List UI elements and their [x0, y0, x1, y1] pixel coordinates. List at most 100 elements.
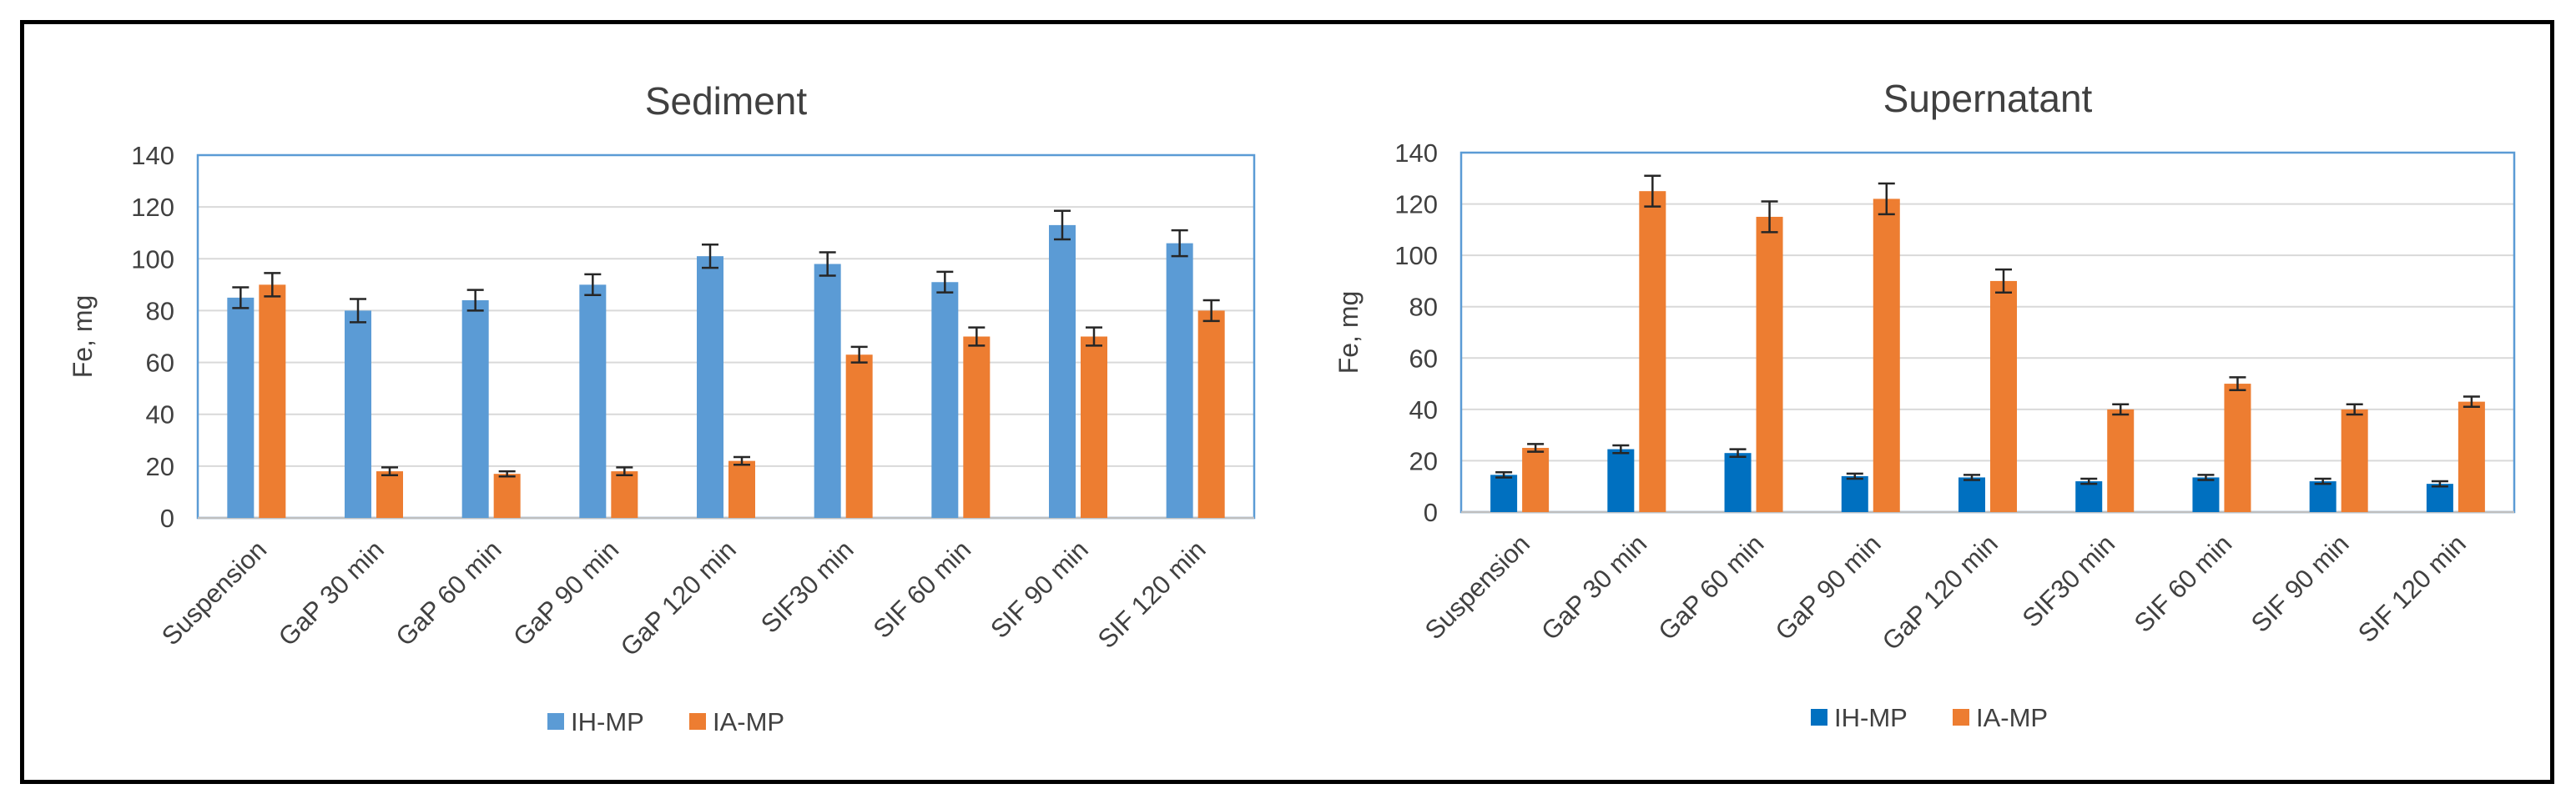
- error-bar-ih-mp-sif-90-min: [1054, 209, 1071, 241]
- x-tick-label: SIF 120 min: [1092, 535, 1212, 654]
- error-bar-ih-mp-gap-90-min: [1846, 472, 1863, 480]
- y-tick-label: 60: [1409, 344, 1438, 373]
- error-bar-ia-mp-gap-30-min: [381, 466, 398, 476]
- error-bar-ia-mp-sif-90-min: [1086, 326, 1102, 347]
- sediment-chart: Sediment 0 20 40 60 80 100 120 140 Fe, mg Suspensi…: [68, 79, 1256, 736]
- bar-ih-mp-suspension: [227, 297, 255, 518]
- bar-ia-mp-gap-120-min: [728, 460, 755, 518]
- x-tick-label: SIF 60 min: [868, 535, 977, 644]
- legend-swatch-ia-mp: [1953, 709, 1969, 726]
- error-bar-ih-mp-gap-120-min: [1964, 474, 1980, 481]
- error-bar-ih-mp-sif-90-min: [2314, 477, 2332, 485]
- bar-ih-mp-sif30-min: [814, 264, 841, 518]
- x-tick-label: GaP 120 min: [615, 535, 742, 661]
- x-tick-label: GaP 90 min: [507, 535, 624, 651]
- bar-ih-mp-gap-120-min: [1958, 477, 1985, 512]
- error-bar-ia-mp-gap-60-min: [498, 470, 516, 478]
- error-bar-ia-mp-gap-30-min: [1644, 174, 1661, 208]
- bar-ia-mp-sif-60-min: [2224, 384, 2251, 512]
- bar-ih-mp-suspension: [1490, 475, 1518, 512]
- error-bar-ia-mp-gap-90-min: [1878, 182, 1895, 216]
- y-tick-label: 80: [1409, 293, 1438, 322]
- bar-ia-mp-suspension: [259, 284, 286, 518]
- y-tick-label: 120: [1394, 190, 1438, 219]
- bar-ia-mp-gap-60-min: [1756, 216, 1783, 512]
- bar-ia-mp-sif-90-min: [2341, 409, 2368, 512]
- error-bar-ia-mp-sif-120-min: [2463, 395, 2480, 409]
- x-tick-label: Suspension: [156, 535, 272, 651]
- x-tick-label: GaP 30 min: [273, 535, 390, 651]
- error-bar-ih-mp-sif-120-min: [1171, 229, 1188, 258]
- bar-ia-mp-gap-90-min: [1873, 198, 1900, 512]
- error-bar-ih-mp-suspension: [1495, 471, 1513, 479]
- bar-ia-mp-gap-60-min: [493, 474, 521, 518]
- bar-ih-mp-sif-60-min: [931, 282, 959, 518]
- legend-swatch-ih-mp: [1811, 709, 1827, 726]
- legend-label-ia-mp: IA-MP: [1976, 703, 2048, 732]
- sediment-chart-panel: Sediment 0 20 40 60 80 100 120 140 Fe, mg Suspensi…: [20, 20, 1297, 784]
- error-bar-ia-mp-gap-60-min: [1761, 200, 1778, 234]
- bar-ih-mp-sif-120-min: [1166, 243, 1193, 518]
- x-tick-label: GaP 30 min: [1535, 529, 1652, 646]
- x-tick-label: SIF 90 min: [985, 535, 1094, 644]
- error-bar-ia-mp-gap-90-min: [616, 466, 633, 476]
- x-tick-label: SIF 60 min: [2129, 529, 2238, 638]
- supernatant-chart: Supernatant 0 20 40 60 80 100 120 140 Fe, mg Suspe…: [1333, 77, 2516, 732]
- bar-ih-mp-sif-60-min: [2192, 477, 2220, 512]
- error-bar-ih-mp-sif30-min: [2080, 477, 2098, 485]
- legend-swatch-ih-mp: [547, 713, 564, 730]
- x-tick-label: GaP 90 min: [1770, 529, 1887, 646]
- x-tick-label: SIF 120 min: [2352, 529, 2472, 648]
- error-bar-ia-mp-gap-120-min: [1995, 268, 2012, 294]
- x-tick-label: GaP 120 min: [1877, 529, 2004, 656]
- x-tick-label: SIF 90 min: [2246, 529, 2355, 638]
- chart-title: Sediment: [645, 79, 808, 123]
- y-tick-label: 0: [1424, 498, 1438, 527]
- bar-ih-mp-gap-120-min: [697, 256, 723, 518]
- error-bar-ih-mp-suspension: [232, 286, 250, 309]
- bar-ia-mp-sif30-min: [845, 354, 873, 518]
- x-tick-label: SIF30 min: [755, 535, 860, 639]
- bar-ih-mp-gap-90-min: [579, 284, 607, 518]
- bar-ia-mp-gap-30-min: [376, 471, 403, 518]
- y-tick-label: 40: [1409, 395, 1438, 425]
- y-tick-label: 140: [1394, 138, 1438, 168]
- bar-ih-mp-sif30-min: [2075, 481, 2103, 512]
- error-bar-ia-mp-sif-60-min: [2229, 376, 2246, 392]
- y-tick-label: 60: [146, 349, 174, 378]
- error-bar-ia-mp-suspension: [264, 272, 281, 298]
- y-tick-label: 120: [131, 193, 174, 222]
- bar-ia-mp-gap-90-min: [611, 471, 638, 518]
- bar-ia-mp-gap-30-min: [1639, 191, 1666, 512]
- bar-ih-mp-gap-30-min: [345, 310, 371, 518]
- y-tick-label: 80: [146, 296, 174, 325]
- bar-ia-mp-suspension: [1522, 448, 1550, 512]
- error-bar-ia-mp-sif30-min: [2112, 403, 2130, 416]
- error-bar-ih-mp-gap-60-min: [466, 289, 484, 312]
- bar-ia-mp-sif-60-min: [963, 336, 991, 518]
- supernatant-chart-panel: Supernatant 0 20 40 60 80 100 120 140 Fe, mg Suspe…: [1280, 20, 2557, 784]
- legend-label-ia-mp: IA-MP: [713, 707, 784, 736]
- y-tick-label: 20: [146, 452, 174, 481]
- x-tick-label: SIF30 min: [2017, 529, 2121, 633]
- bar-ih-mp-gap-90-min: [1841, 475, 1868, 512]
- legend-label-ih-mp: IH-MP: [1834, 703, 1908, 732]
- bar-ia-mp-gap-120-min: [1990, 280, 2017, 512]
- error-bar-ia-mp-suspension: [1527, 443, 1545, 453]
- bar-ia-mp-sif-120-min: [1197, 310, 1225, 518]
- error-bar-ih-mp-sif-60-min: [2197, 474, 2215, 481]
- y-tick-label: 100: [131, 244, 174, 274]
- bar-ih-mp-sif-120-min: [2426, 484, 2453, 512]
- bar-ih-mp-sif-90-min: [2309, 481, 2337, 512]
- legend-swatch-ia-mp: [689, 713, 706, 730]
- legend-label-ih-mp: IH-MP: [571, 707, 644, 736]
- y-tick-label: 100: [1394, 241, 1438, 270]
- error-bar-ih-mp-gap-30-min: [350, 298, 366, 324]
- y-tick-label: 40: [146, 400, 174, 430]
- y-axis-label: Fe, mg: [1333, 291, 1364, 374]
- error-bar-ia-mp-gap-120-min: [733, 455, 750, 466]
- error-bar-ia-mp-sif-90-min: [2346, 403, 2363, 416]
- x-tick-label: GaP 60 min: [1652, 529, 1769, 646]
- bar-ih-mp-sif-90-min: [1049, 224, 1076, 518]
- x-tick-label: Suspension: [1419, 529, 1535, 645]
